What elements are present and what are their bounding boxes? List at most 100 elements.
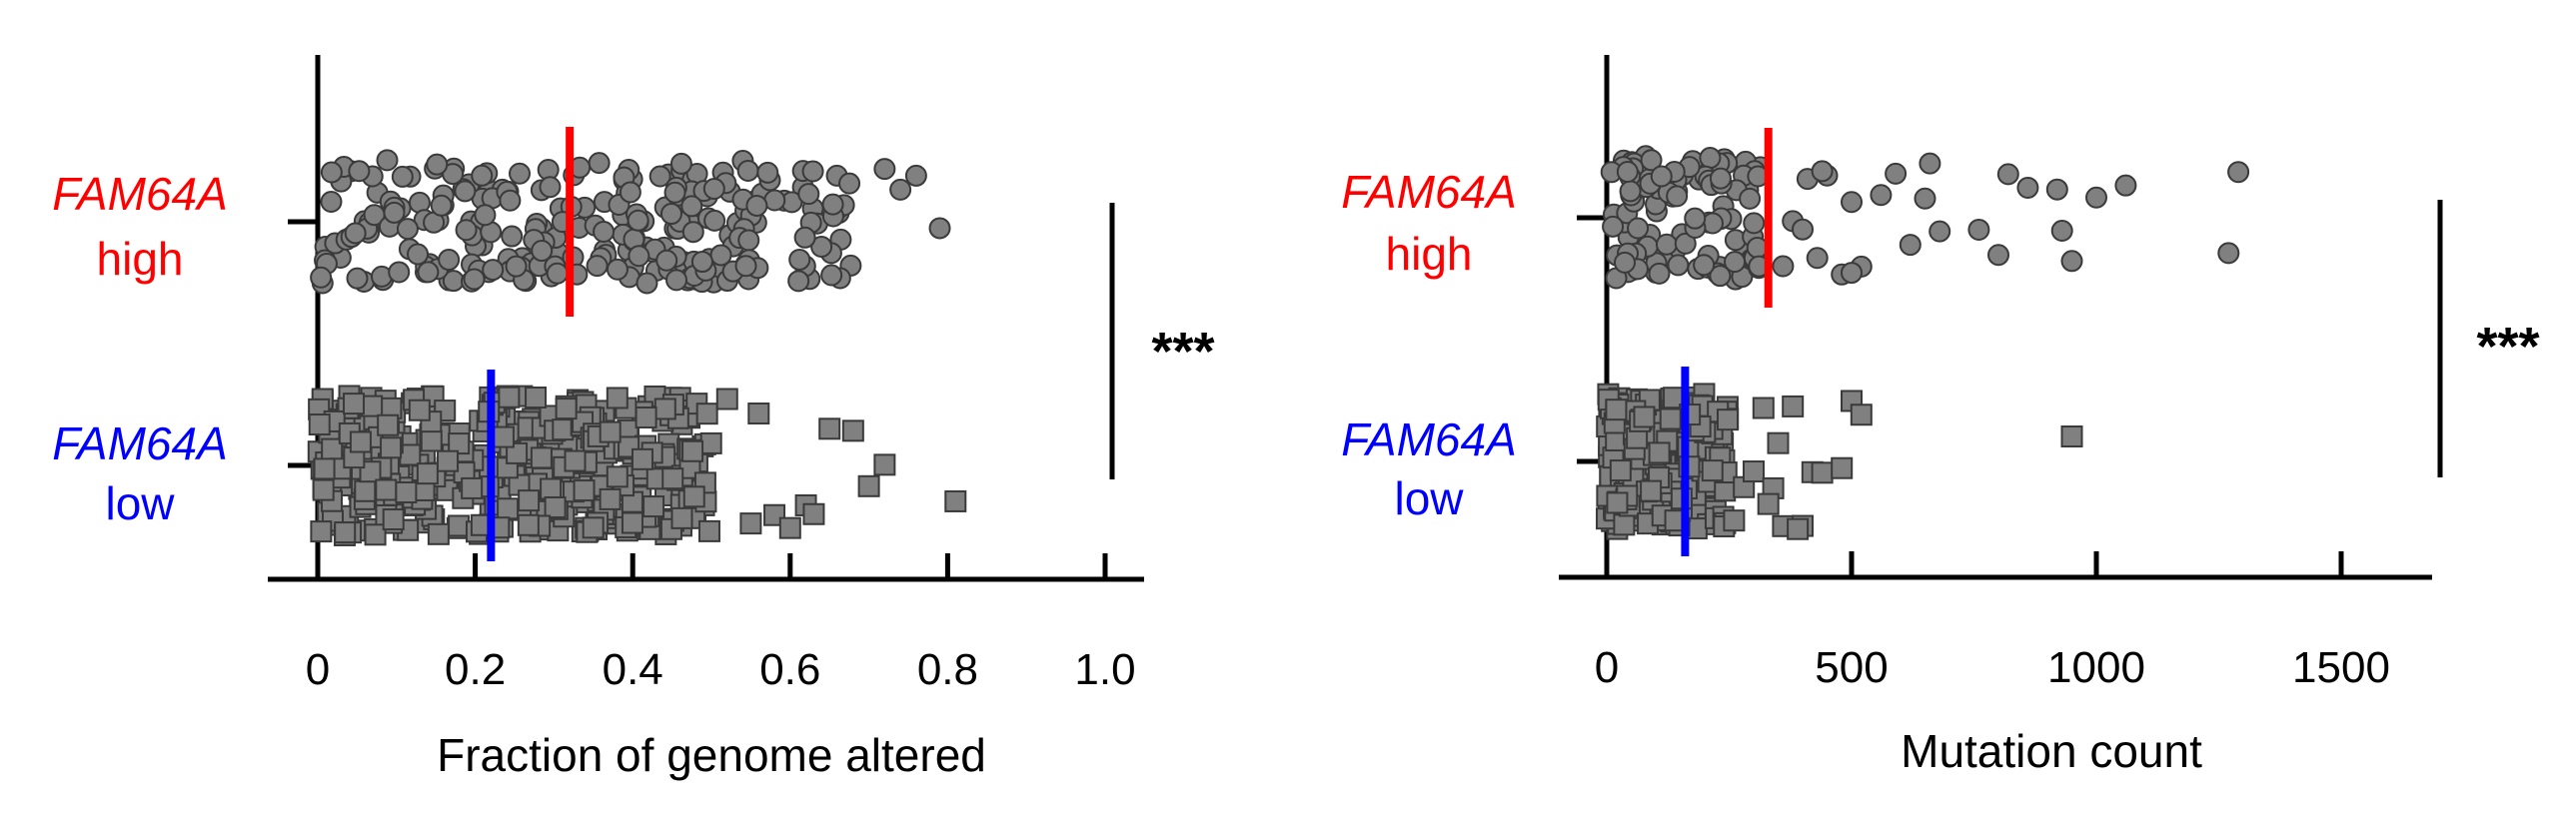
data-point-high — [663, 181, 686, 204]
data-point-high — [821, 193, 844, 216]
data-point-low — [408, 399, 431, 421]
data-point-high — [1899, 234, 1922, 257]
data-point-high — [505, 255, 528, 278]
data-point-low — [818, 417, 841, 440]
data-point-low — [857, 474, 880, 497]
data-point-low — [635, 406, 657, 428]
data-point-high — [2045, 178, 2068, 201]
data-point-high — [1967, 218, 1990, 241]
data-point-high — [737, 229, 760, 252]
data-point-high — [690, 251, 713, 274]
data-point-high — [1806, 247, 1829, 270]
data-point-high — [454, 180, 477, 203]
data-point-high — [1792, 218, 1814, 241]
data-point-low — [552, 418, 575, 441]
panel-fraction-genome-altered: FAM64A high FAM64A low Fraction of genom… — [52, 55, 1215, 781]
x-tick-label: 1000 — [2047, 643, 2145, 692]
x-tick-label: 0 — [1595, 643, 1619, 692]
data-point-high — [801, 160, 824, 183]
data-point-low — [530, 446, 553, 469]
data-point-low — [606, 387, 629, 409]
data-point-high — [471, 164, 494, 187]
data-point-high — [1627, 217, 1650, 240]
data-point-high — [648, 165, 671, 188]
data-point-high — [1602, 215, 1625, 238]
data-point-high — [734, 255, 757, 278]
data-point-high — [628, 245, 650, 268]
data-point-low — [1757, 492, 1780, 515]
data-point-low — [497, 497, 520, 520]
data-point-high — [391, 165, 414, 188]
data-point-low — [715, 388, 738, 410]
data-point-high — [1841, 262, 1863, 285]
data-point-low — [1787, 517, 1810, 540]
data-point-low — [573, 479, 596, 502]
data-point-high — [430, 194, 453, 217]
data-point-high — [1743, 212, 1766, 235]
data-point-low — [354, 479, 377, 502]
data-point-high — [1640, 149, 1663, 172]
data-point-low — [313, 457, 336, 480]
data-point-low — [1723, 509, 1746, 532]
data-point-low — [437, 449, 460, 472]
data-point-low — [631, 447, 653, 470]
data-point-high — [681, 221, 704, 244]
data-point-high — [838, 172, 861, 195]
x-tick-label: 0.2 — [445, 645, 506, 694]
data-point-low — [653, 398, 676, 420]
data-point-high — [1811, 160, 1834, 183]
data-point-low — [377, 413, 400, 436]
data-point-high — [1619, 180, 1642, 203]
data-point-high — [1650, 165, 1673, 188]
data-point-high — [539, 176, 562, 199]
data-point-high — [396, 218, 419, 241]
data-point-high — [1929, 220, 1951, 243]
data-point-low — [310, 520, 333, 543]
data-point-high — [501, 225, 524, 248]
data-point-low — [544, 495, 567, 518]
data-point-low — [461, 476, 484, 499]
data-point-low — [564, 449, 587, 472]
data-point-low — [681, 439, 704, 462]
data-point-high — [586, 255, 609, 278]
data-point-high — [1667, 254, 1690, 277]
data-point-high — [659, 203, 682, 226]
data-point-low — [498, 386, 521, 409]
data-point-high — [928, 217, 951, 240]
data-point-low — [1811, 461, 1834, 484]
data-point-high — [655, 249, 678, 272]
data-point-high — [426, 153, 449, 176]
data-point-high — [703, 209, 726, 232]
group-high-name: FAM64A — [52, 168, 228, 220]
group-low-level: low — [105, 477, 175, 529]
data-point-high — [1616, 160, 1639, 183]
data-point-low — [349, 430, 372, 453]
data-point-low — [1714, 479, 1737, 502]
group-low-name: FAM64A — [1341, 413, 1517, 465]
data-point-low — [416, 462, 439, 485]
data-point-low — [1613, 513, 1636, 536]
data-point-low — [382, 508, 405, 531]
data-point-low — [599, 487, 622, 510]
data-point-high — [531, 240, 554, 263]
x-tick-label: 0.4 — [603, 645, 663, 694]
data-point-low — [380, 436, 403, 459]
data-point-high — [320, 161, 343, 184]
data-point-high — [417, 261, 440, 284]
data-point-high — [1709, 265, 1732, 288]
data-point-high — [873, 158, 896, 181]
data-point-high — [1674, 232, 1697, 255]
data-point-low — [643, 495, 665, 518]
data-point-high — [2114, 174, 2137, 197]
data-point-high — [1655, 233, 1678, 256]
data-point-low — [1640, 479, 1663, 502]
data-point-low — [699, 431, 722, 454]
data-point-low — [308, 413, 331, 436]
data-point-low — [621, 511, 644, 534]
data-point-low — [670, 506, 693, 529]
data-point-low — [1648, 441, 1671, 464]
data-point-high — [593, 221, 616, 244]
data-point-high — [2217, 242, 2240, 265]
data-point-high — [2085, 186, 2107, 209]
